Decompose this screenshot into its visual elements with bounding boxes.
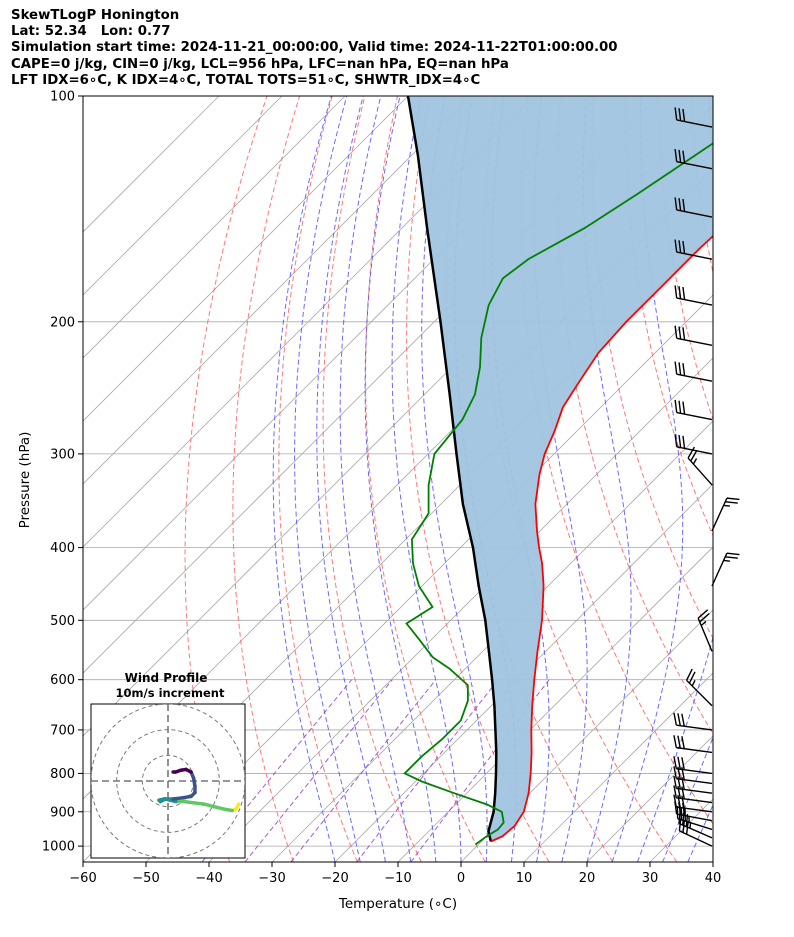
hodograph-title: Wind Profile (125, 671, 208, 685)
x-tick-label: −40 (195, 871, 222, 886)
x-tick-label: −20 (321, 871, 348, 886)
dry-adiabat (789, 96, 794, 862)
dry-adiabat (756, 96, 794, 862)
moist-adiabat (636, 96, 713, 862)
moist-adiabat (272, 96, 336, 862)
y-tick-label: 100 (50, 90, 75, 105)
y-axis-label: Pressure (hPa) (17, 432, 33, 529)
wind-barb (673, 735, 713, 754)
wind-barb (711, 552, 740, 587)
x-tick-label: −10 (384, 871, 411, 886)
wind-barbs (673, 107, 740, 847)
wind-barb (673, 756, 713, 775)
moist-adiabat (712, 860, 713, 862)
isotherm-line (523, 672, 713, 862)
x-tick-label: 0 (457, 871, 465, 886)
wind-barb (674, 285, 713, 306)
hodograph-trace (212, 804, 227, 811)
moist-adiabat (687, 803, 713, 862)
wind-barb (697, 609, 713, 652)
dry-adiabat (406, 96, 550, 862)
y-tick-label: 700 (50, 723, 75, 738)
isotherm-line (83, 96, 220, 233)
temperature-line (490, 234, 713, 843)
hodograph-subtitle: 10m/s increment (116, 686, 225, 700)
wind-barb (687, 446, 713, 486)
header: SkewTLogP Honington Lat: 52.34 Lon: 0.77… (11, 8, 618, 89)
header-indices: LFT IDX=6∘C, K IDX=4∘C, TOTAL TOTS=51∘C,… (11, 72, 481, 88)
hodograph-trace (202, 802, 216, 809)
dewpoint-line (403, 142, 713, 846)
isotherm-line (83, 96, 283, 296)
y-tick-label: 900 (50, 805, 75, 820)
dry-adiabat (365, 96, 486, 862)
isotherm-line (712, 861, 713, 862)
x-tick-label: 30 (642, 871, 659, 886)
dry-adiabat (625, 96, 713, 537)
isotherm-line (83, 96, 472, 485)
y-tick-label: 400 (50, 541, 75, 556)
cin-shading (408, 96, 713, 842)
dry-adiabat (232, 96, 301, 862)
axes: −60 −50 −40 −30 −20 −10 0 10 20 30 40 100 200 300 400 5… (42, 90, 721, 887)
dry-adiabat (724, 96, 794, 862)
wind-barb (711, 497, 740, 532)
isotherm-line (334, 483, 713, 862)
y-tick-label: 300 (50, 447, 75, 462)
mixing-ratio-line (290, 679, 437, 862)
isotherm-line (271, 420, 713, 862)
x-tick-label: −60 (69, 871, 96, 886)
wind-barb (674, 239, 713, 260)
y-tick-label: 200 (50, 315, 75, 330)
wind-barb (685, 668, 713, 707)
x-tick-label: 10 (516, 871, 533, 886)
wind-barb (674, 399, 713, 421)
dry-adiabat (278, 96, 358, 862)
wind-barb (674, 361, 713, 382)
dry-adiabat (556, 96, 713, 735)
wind-barb (674, 325, 713, 347)
y-tick-label: 800 (50, 767, 75, 782)
y-tick-label: 1000 (42, 840, 75, 855)
moist-adiabat (316, 96, 386, 862)
x-tick-label: 40 (705, 871, 722, 886)
header-times: Simulation start time: 2024-11-21_00:00:… (11, 40, 618, 56)
y-tick-label: 600 (50, 673, 75, 688)
wind-barb (674, 148, 713, 170)
x-tick-label: −50 (132, 871, 159, 886)
x-axis-label: Temperature (∘C) (338, 896, 457, 912)
mixing-ratio-line (244, 679, 393, 862)
isotherm-line (460, 609, 713, 862)
moist-adiabat (294, 96, 361, 862)
wind-barb (673, 712, 713, 731)
wind-barb (674, 434, 713, 455)
x-tick-label: 20 (579, 871, 596, 886)
profiles (403, 96, 713, 846)
wind-barb (674, 107, 713, 128)
header-cape: CAPE=0 j/kg, CIN=0 j/kg, LCL=956 hPa, LF… (11, 56, 509, 72)
moist-adiabat (582, 96, 632, 862)
hodograph: Wind Profile 10m/s increment (90, 671, 246, 859)
y-tick-label: 500 (50, 614, 75, 629)
cin-area (408, 96, 713, 842)
dry-adiabat (520, 96, 713, 825)
isotherm-line (83, 96, 346, 359)
isotherm-line (83, 96, 409, 422)
moist-adiabat (339, 96, 412, 862)
isotherm-line (83, 96, 535, 548)
mixing-ratio-line (201, 679, 352, 862)
wind-barb (673, 794, 713, 813)
parcel-profile-line (406, 96, 498, 842)
dry-adiabat (322, 96, 422, 862)
wind-barb (678, 818, 713, 847)
x-tick-label: −30 (258, 871, 285, 886)
header-location: Lat: 52.34 Lon: 0.77 (11, 24, 171, 40)
isotherm-line (208, 357, 713, 862)
wind-barb (674, 197, 713, 218)
mixing-ratio-line (356, 679, 499, 862)
moist-adiabat (611, 96, 684, 862)
header-station: SkewTLogP Honington (11, 8, 180, 23)
